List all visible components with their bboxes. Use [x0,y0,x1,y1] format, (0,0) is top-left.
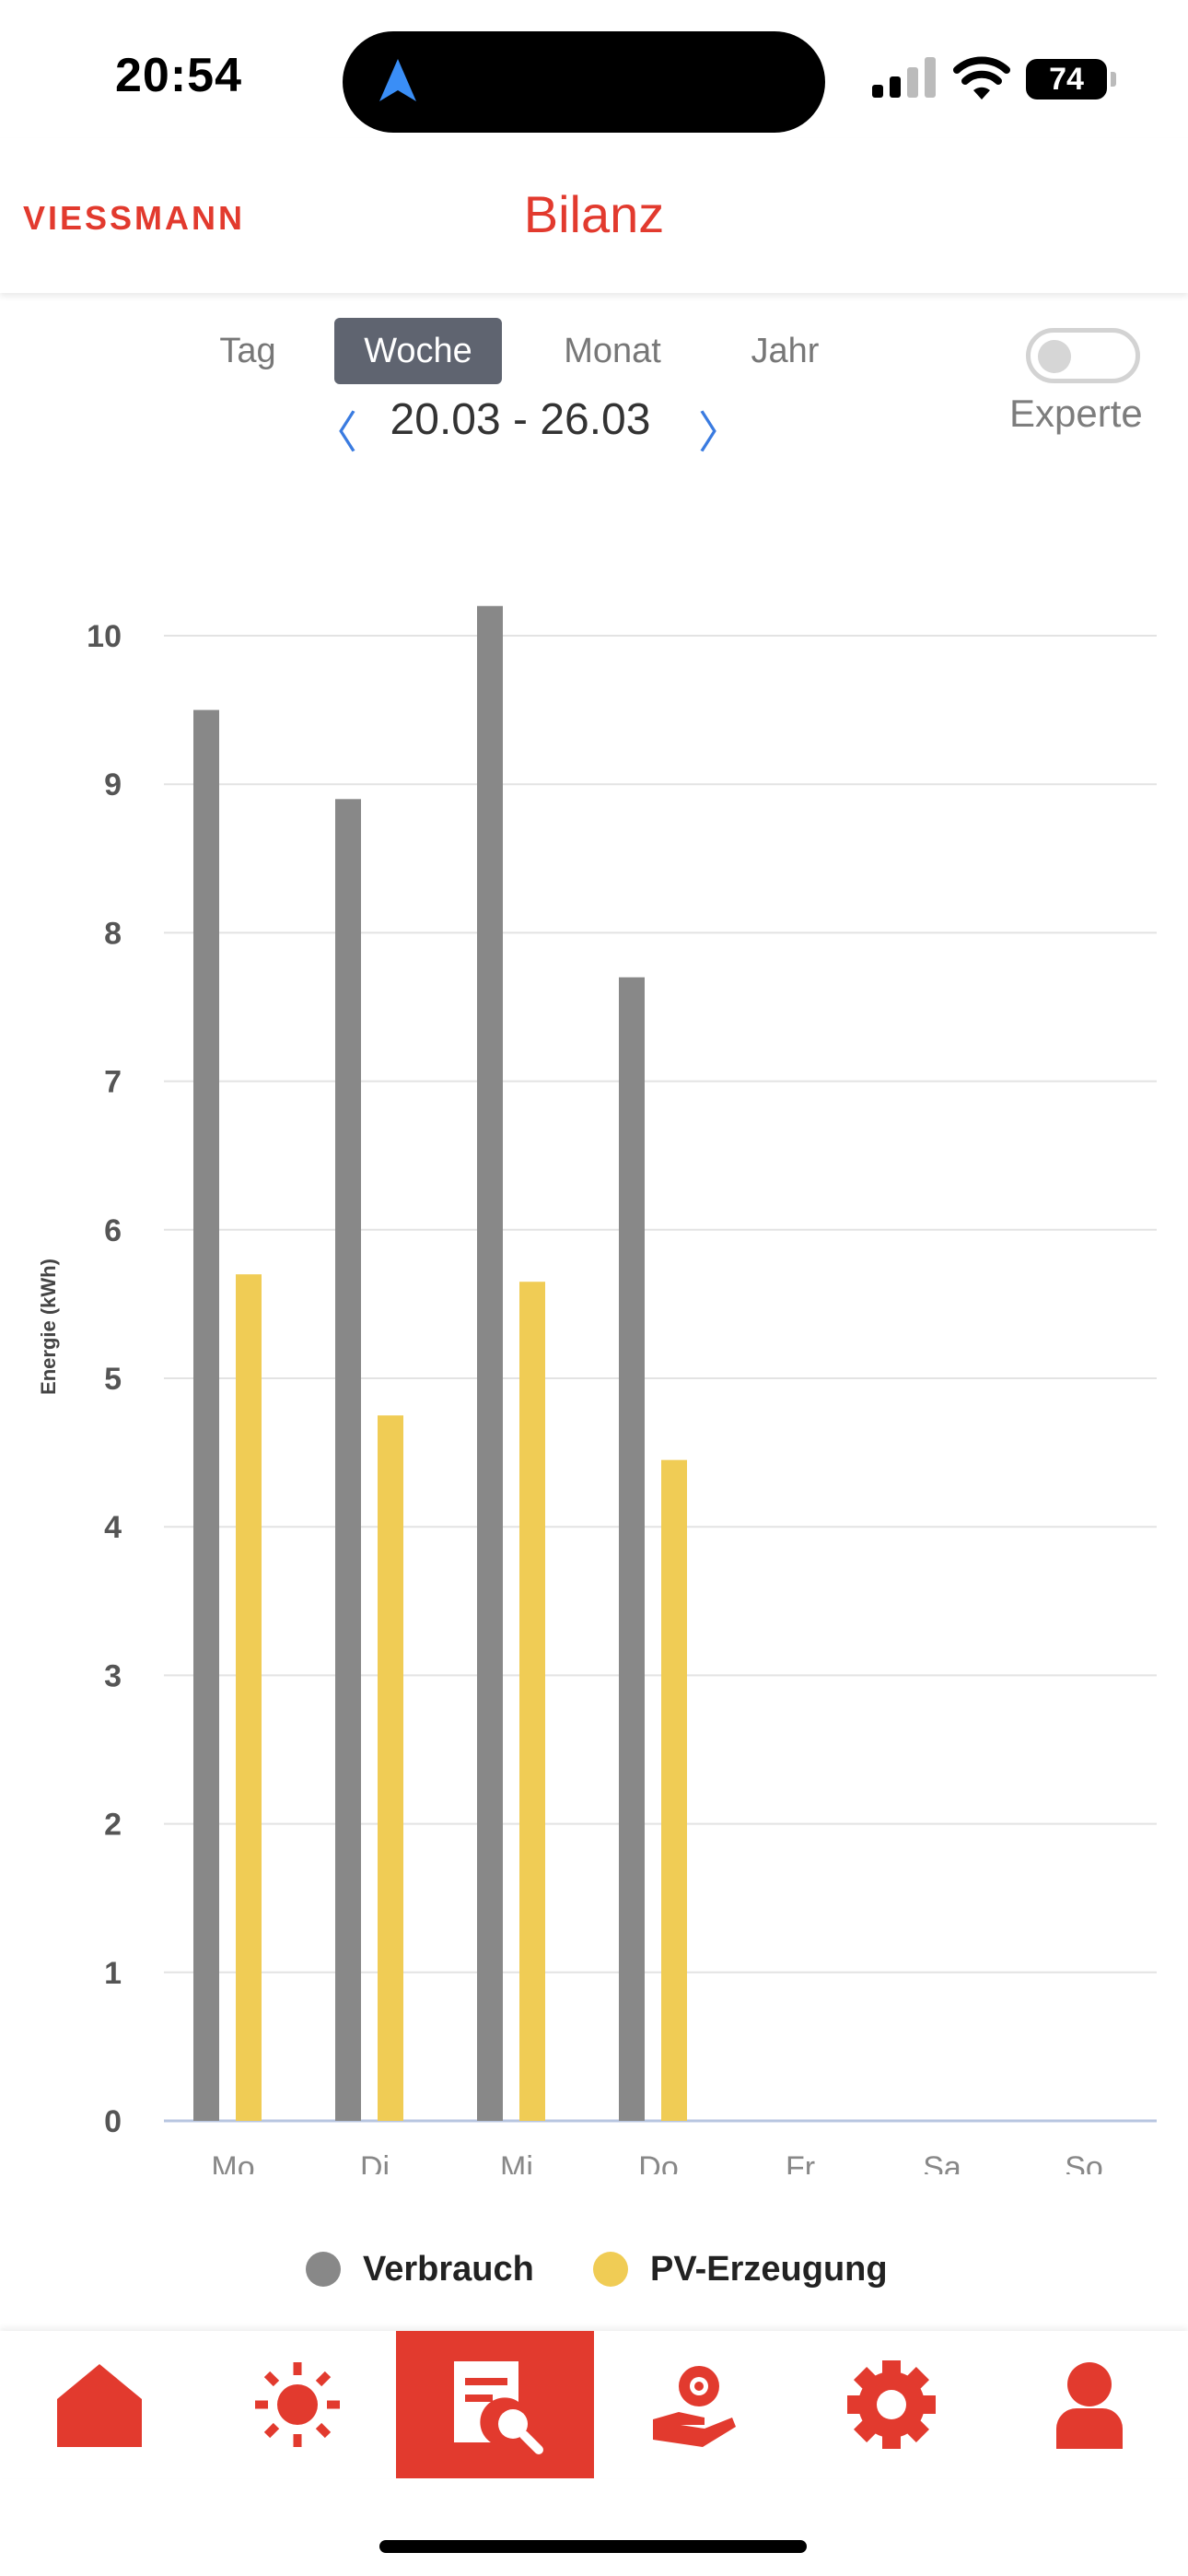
bottom-navigation [0,2331,1188,2478]
app-header [0,138,1188,293]
nav-settings[interactable] [792,2331,990,2478]
tab-monat[interactable]: Monat [564,332,661,370]
bar-verbrauch-mi [477,605,503,2121]
tab-woche[interactable]: Woche [334,318,502,384]
y-tick-labels: 0 1 2 3 4 5 6 7 8 9 10 [87,619,122,2139]
x-tick-labels: Mo Di Mi Do Fr Sa So [211,2150,1102,2174]
nav-tarif[interactable] [594,2331,792,2478]
nav-bilanz[interactable] [396,2331,594,2478]
previous-week-button[interactable]: 〈 [313,409,358,458]
y-tick-9: 9 [104,767,122,802]
legend-dot-verbrauch [306,2252,341,2287]
cellular-signal-icon [872,57,936,98]
battery-cap [1111,72,1116,87]
legend-item-verbrauch[interactable]: Verbrauch [306,2246,534,2292]
legend-item-pv[interactable]: PV-Erzeugung [593,2246,888,2292]
sun-icon [254,2362,340,2447]
legend-dot-pv [593,2252,628,2287]
battery-indicator: 74 [1026,59,1118,100]
y-tick-10: 10 [87,619,122,654]
next-week-button[interactable]: 〉 [698,409,743,458]
bar-pv-erzeugung-mi [519,1282,545,2121]
nav-home[interactable] [0,2331,198,2478]
page-title: Bilanz [523,185,665,243]
location-arrow-icon [379,59,416,101]
y-tick-3: 3 [104,1658,122,1693]
bar-verbrauch-mo [193,709,219,2121]
legend-label-pv: PV-Erzeugung [650,2249,888,2289]
tab-tag[interactable]: Tag [219,332,276,370]
battery-level: 74 [1026,59,1107,100]
home-icon [56,2364,142,2447]
x-tick-so: So [1065,2150,1103,2174]
x-tick-mo: Mo [211,2150,254,2174]
dynamic-island [343,31,825,133]
bar-pv-erzeugung-do [661,1459,687,2121]
legend-label-verbrauch: Verbrauch [363,2249,534,2289]
date-range: 20.03 - 26.03 [390,395,651,444]
y-tick-2: 2 [104,1808,122,1843]
y-tick-6: 6 [104,1213,122,1248]
bar-pv-erzeugung-di [378,1415,403,2121]
x-tick-di: Di [360,2150,390,2174]
bar-verbrauch-di [335,799,361,2121]
expert-label: Experte [1009,392,1143,435]
x-tick-sa: Sa [923,2150,961,2174]
y-tick-1: 1 [104,1956,122,1991]
y-axis-label: Energie (kWh) [37,1259,60,1395]
y-tick-8: 8 [104,916,122,951]
y-tick-7: 7 [104,1065,122,1100]
chart-grid [164,635,1157,2123]
gear-icon [846,2360,936,2449]
home-indicator [379,2540,807,2553]
energy-bar-chart: 0 1 2 3 4 5 6 7 8 9 10 Mo Di Mi Do Fr Sa So Energie (kWh… [37,605,1157,2174]
toggle-knob [1038,340,1071,373]
bar-verbrauch-do [619,977,645,2121]
nav-pv[interactable] [198,2331,396,2478]
viessmann-logo: VIESSMANN [23,199,246,237]
nav-profile[interactable] [990,2331,1188,2478]
y-tick-0: 0 [104,2104,122,2139]
chart-bars [193,605,687,2121]
wifi-icon [953,56,1010,100]
hand-coin-icon [652,2366,736,2447]
report-search-icon [453,2361,543,2454]
bar-pv-erzeugung-mo [236,1274,262,2121]
status-time: 20:54 [115,49,242,102]
y-tick-5: 5 [104,1362,122,1397]
x-tick-mi: Mi [500,2150,533,2174]
user-icon [1055,2362,1123,2449]
y-tick-4: 4 [104,1510,122,1545]
tab-jahr[interactable]: Jahr [751,332,820,370]
expert-toggle[interactable] [1026,328,1140,383]
x-tick-fr: Fr [786,2150,815,2174]
x-tick-do: Do [638,2150,678,2174]
